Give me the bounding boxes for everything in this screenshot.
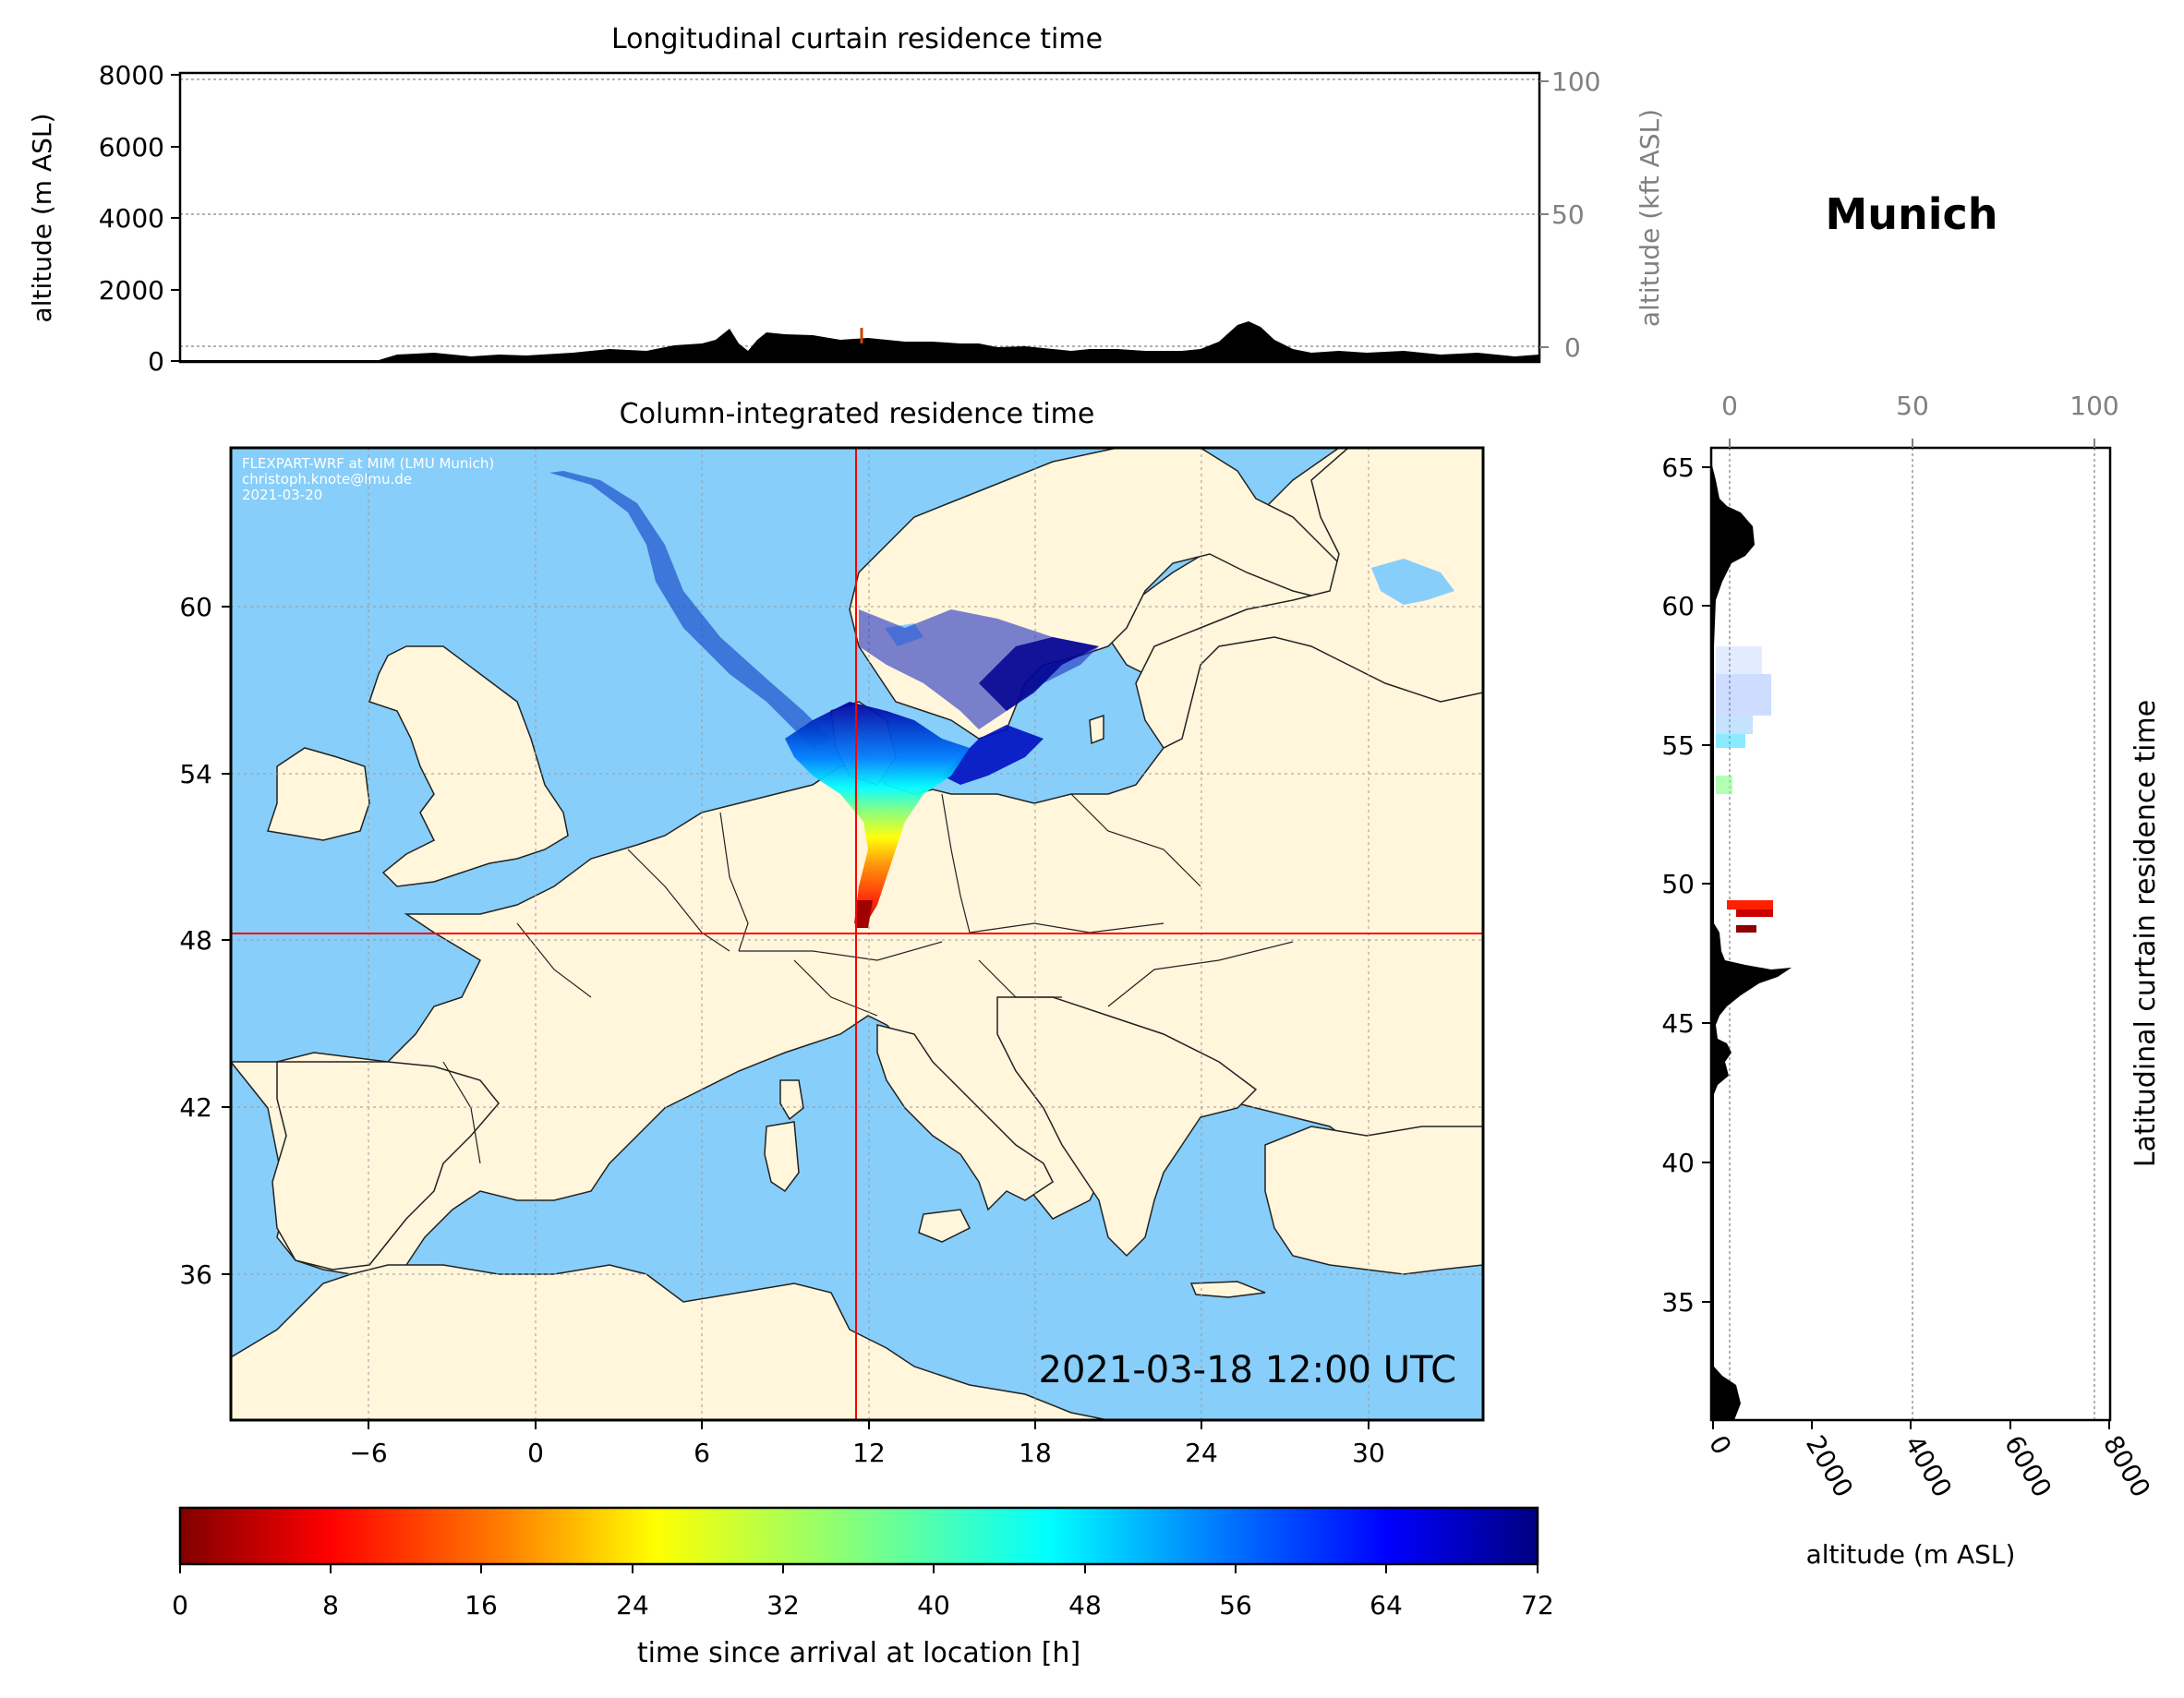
cbar-tick-40: 40 bbox=[917, 1590, 950, 1620]
right-ytick-45: 45 bbox=[1661, 1008, 1695, 1039]
map-xtick-neg6: −6 bbox=[349, 1438, 387, 1468]
longitudinal-curtain-panel: Longitudinal curtain residence time 0 20… bbox=[27, 23, 1665, 377]
right-xtick-0: 0 bbox=[1703, 1430, 1737, 1460]
right-xtick-8000: 8000 bbox=[2097, 1430, 2156, 1502]
right-ytick-65: 65 bbox=[1661, 452, 1695, 483]
right-ytick-40: 40 bbox=[1661, 1148, 1695, 1178]
right-ytick-60: 60 bbox=[1661, 591, 1695, 621]
residence-time-plume bbox=[549, 471, 1099, 928]
top-ytick-6000: 6000 bbox=[99, 132, 164, 163]
cbar-tick-48: 48 bbox=[1068, 1590, 1102, 1620]
credit-line-3: 2021-03-20 bbox=[242, 487, 322, 503]
right-ytick-35: 35 bbox=[1661, 1287, 1695, 1318]
terrain-profile-longitudinal bbox=[180, 321, 1539, 362]
country-borders bbox=[442, 793, 1294, 1164]
top-ytick-2000: 2000 bbox=[99, 275, 164, 306]
right-xlabel: altitude (m ASL) bbox=[1806, 1539, 2016, 1570]
colorbar-label: time since arrival at location [h] bbox=[637, 1637, 1080, 1669]
top-ytick-4000: 4000 bbox=[99, 203, 164, 234]
credit-line-2: christoph.knote@lmu.de bbox=[242, 471, 412, 488]
cbar-tick-56: 56 bbox=[1219, 1590, 1252, 1620]
cbar-tick-64: 64 bbox=[1370, 1590, 1403, 1620]
top-ytick-right-100: 100 bbox=[1551, 66, 1600, 97]
map-xtick-6: 6 bbox=[694, 1438, 710, 1468]
right-xtick-top-0: 0 bbox=[1721, 391, 1738, 421]
timestamp: 2021-03-18 12:00 UTC bbox=[1039, 1349, 1456, 1391]
map-panel-title: Column-integrated residence time bbox=[620, 398, 1095, 430]
map-xtick-0: 0 bbox=[527, 1438, 544, 1468]
colorbar: 0 8 16 24 32 40 48 56 64 72 time since a… bbox=[172, 1506, 1554, 1669]
right-xtick-6000: 6000 bbox=[1998, 1430, 2057, 1502]
cbar-tick-8: 8 bbox=[322, 1590, 339, 1620]
cbar-tick-16: 16 bbox=[465, 1590, 498, 1620]
map-xtick-18: 18 bbox=[1019, 1438, 1052, 1468]
map-xtick-12: 12 bbox=[852, 1438, 886, 1468]
map-ytick-48: 48 bbox=[179, 925, 212, 956]
colorbar-gradient bbox=[178, 1506, 1539, 1566]
map-ytick-60: 60 bbox=[179, 592, 212, 622]
top-ytick-right-0: 0 bbox=[1564, 332, 1581, 363]
cbar-tick-24: 24 bbox=[616, 1590, 649, 1620]
map-ytick-54: 54 bbox=[179, 759, 212, 789]
top-ytick-right-50: 50 bbox=[1551, 199, 1585, 230]
right-xtick-2000: 2000 bbox=[1800, 1430, 1859, 1502]
top-ytick-8000: 8000 bbox=[99, 60, 164, 90]
map-ytick-36: 36 bbox=[179, 1259, 212, 1290]
terrain-profile-latitudinal bbox=[1711, 462, 1792, 1420]
credit-text: FLEXPART-WRF at MIM (LMU Munich) christo… bbox=[242, 455, 494, 503]
column-integrated-map-panel: Column-integrated residence time bbox=[179, 398, 1485, 1468]
right-xtick-4000: 4000 bbox=[1899, 1430, 1958, 1502]
top-ytick-0: 0 bbox=[148, 346, 164, 377]
location-title: Munich bbox=[1825, 189, 1997, 239]
latitudinal-curtain-panel: 35 40 45 50 55 60 65 0 50 100 0 bbox=[1661, 391, 2162, 1570]
map-xtick-24: 24 bbox=[1185, 1438, 1218, 1468]
map-xtick-30: 30 bbox=[1352, 1438, 1385, 1468]
top-ylabel-right: altitude (kft ASL) bbox=[1635, 109, 1665, 327]
cbar-tick-0: 0 bbox=[172, 1590, 188, 1620]
credit-line-1: FLEXPART-WRF at MIM (LMU Munich) bbox=[242, 455, 494, 472]
top-panel-title: Longitudinal curtain residence time bbox=[611, 23, 1103, 55]
cbar-tick-32: 32 bbox=[766, 1590, 800, 1620]
right-xtick-top-100: 100 bbox=[2069, 391, 2118, 421]
map-ytick-42: 42 bbox=[179, 1092, 212, 1123]
cbar-tick-72: 72 bbox=[1521, 1590, 1554, 1620]
right-ytick-55: 55 bbox=[1661, 730, 1695, 761]
right-ylabel: Latitudinal curtain residence time bbox=[2130, 700, 2162, 1167]
latitudinal-residence bbox=[1716, 646, 1773, 933]
right-xtick-top-50: 50 bbox=[1896, 391, 1929, 421]
top-ylabel: altitude (m ASL) bbox=[27, 114, 57, 323]
right-ytick-50: 50 bbox=[1661, 869, 1695, 899]
